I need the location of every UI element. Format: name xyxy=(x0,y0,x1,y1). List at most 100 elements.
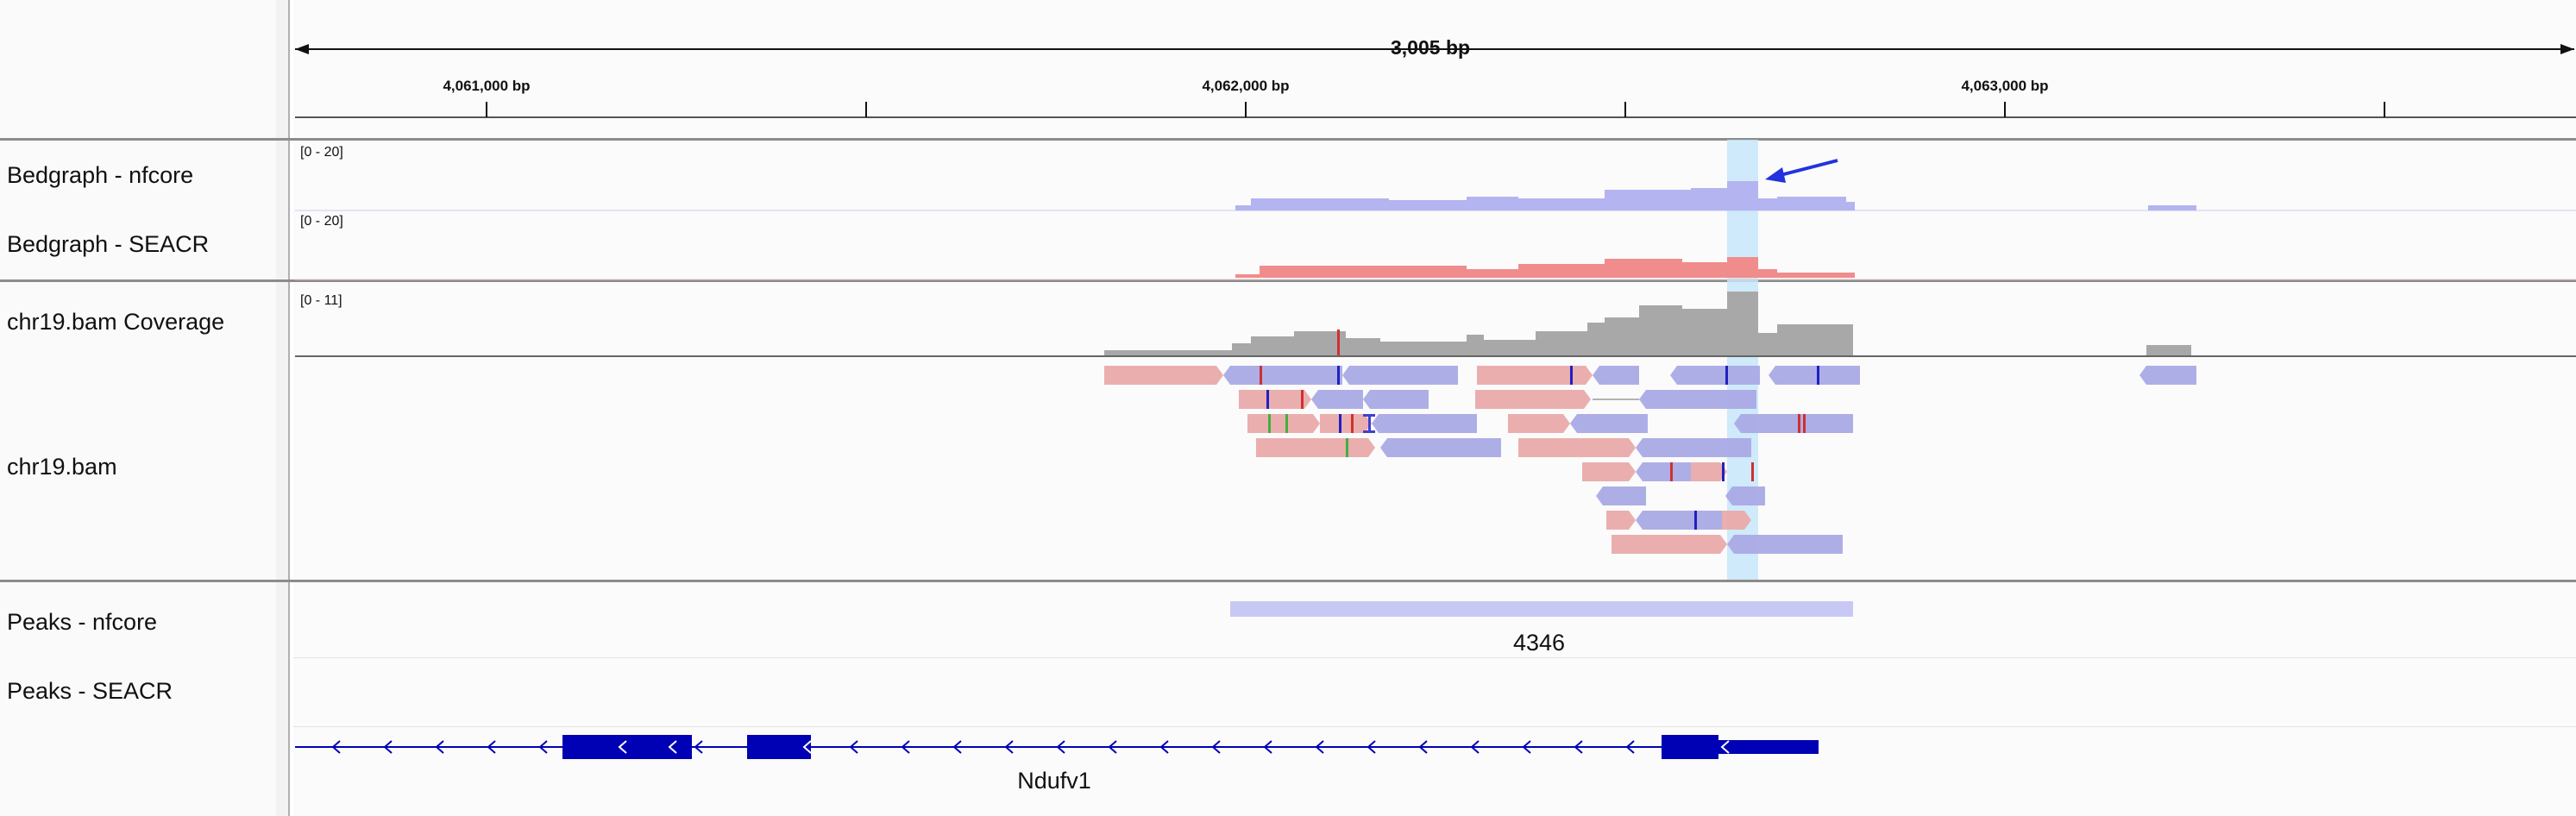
bedgraph-nfcore-bar xyxy=(1777,197,1846,210)
read-forward xyxy=(1722,511,1751,530)
gene-strand-chevron xyxy=(1367,740,1376,754)
read-mismatch xyxy=(1301,390,1304,409)
coverage-bar xyxy=(1727,292,1758,355)
gene-strand-chevron xyxy=(901,740,910,754)
read-mismatch xyxy=(1268,414,1271,433)
coverage-bar xyxy=(1605,317,1639,355)
read-mismatch xyxy=(1337,366,1340,385)
bedgraph-nfcore-bar xyxy=(1605,190,1691,210)
read-mismatch xyxy=(1722,462,1725,481)
track-name-peaks-nfcore[interactable]: Peaks - nfcore xyxy=(7,609,158,635)
read-reverse xyxy=(1725,486,1765,505)
range-label-nfcore: [0 - 20] xyxy=(300,145,343,160)
gene-strand-chevron xyxy=(487,740,496,754)
gene-strand-chevron xyxy=(1470,740,1480,754)
panel-separator-data[interactable] xyxy=(0,279,2576,282)
read-mismatch xyxy=(1339,414,1341,433)
bedgraph-nfcore-bar xyxy=(1727,181,1758,210)
read-reverse xyxy=(1636,438,1751,457)
read-reverse xyxy=(1570,414,1648,433)
read-mismatch xyxy=(1670,462,1673,481)
read-mismatch xyxy=(1803,414,1806,433)
panel-separator-alignments[interactable] xyxy=(0,580,2576,582)
bedgraph-seacr-bar xyxy=(1777,273,1855,278)
ruler-arrow-left xyxy=(295,44,309,54)
read-mismatch xyxy=(1817,366,1819,385)
read-forward xyxy=(1104,366,1223,385)
read-reverse xyxy=(1727,535,1843,554)
read-mismatch xyxy=(1751,462,1754,481)
annotation-arrow-head xyxy=(1765,167,1786,183)
gene-utr xyxy=(1718,740,1819,754)
bedgraph-seacr-bar xyxy=(1235,274,1260,278)
coverage-bar xyxy=(1104,350,1232,355)
bedgraph-seacr-bar xyxy=(1518,264,1605,278)
gene-exon xyxy=(562,735,692,759)
read-insertion-cap xyxy=(1363,430,1375,433)
track-name-alignments[interactable]: chr19.bam xyxy=(7,454,117,480)
bedgraph-nfcore-bar xyxy=(1389,200,1467,210)
gene-strand-chevron xyxy=(1159,740,1169,754)
annotation-arrow-shaft xyxy=(1776,159,1838,178)
gene-strand-chevron xyxy=(668,740,677,754)
read-forward xyxy=(1477,366,1593,385)
coverage-bar xyxy=(1251,336,1294,355)
coverage-bar xyxy=(1587,323,1605,355)
track-name-bedgraph-seacr[interactable]: Bedgraph - SEACR xyxy=(7,231,210,257)
gene-exon xyxy=(747,735,811,759)
read-reverse xyxy=(1372,414,1477,433)
read-mismatch xyxy=(1798,414,1800,433)
track-name-peaks-seacr[interactable]: Peaks - SEACR xyxy=(7,678,173,704)
bedgraph-seacr-bar xyxy=(1758,269,1777,278)
gene-strand-chevron xyxy=(331,740,341,754)
read-reverse xyxy=(1363,390,1429,409)
gene-strand-chevron xyxy=(1056,740,1065,754)
read-mismatch xyxy=(1725,366,1728,385)
read-mismatch xyxy=(1351,414,1354,433)
read-reverse xyxy=(1593,366,1639,385)
read-reverse xyxy=(1734,414,1853,433)
coverage-bar xyxy=(1777,324,1853,355)
gene-strand-chevron xyxy=(435,740,444,754)
ruler-tick-label: 4,063,000 bp xyxy=(1961,78,2049,94)
gene-strand-chevron xyxy=(383,740,393,754)
panel-divider[interactable] xyxy=(276,0,290,816)
read-forward xyxy=(1612,535,1727,554)
panel-separator-header[interactable] xyxy=(0,138,2576,141)
read-insertion xyxy=(1368,414,1371,433)
bedgraph-nfcore-bar xyxy=(2148,205,2196,210)
track-name-bedgraph-nfcore[interactable]: Bedgraph - nfcore xyxy=(7,162,194,188)
read-mismatch xyxy=(1694,511,1697,530)
coverage-bar xyxy=(1484,340,1536,355)
gene-strand-chevron xyxy=(1720,740,1730,754)
data-panel[interactable] xyxy=(293,0,2576,816)
read-forward xyxy=(1256,438,1375,457)
read-reverse xyxy=(1639,390,1756,409)
ruler-tick-label: 4,062,000 bp xyxy=(1202,78,1290,94)
read-reverse xyxy=(1769,366,1860,385)
bedgraph-nfcore-bar xyxy=(1518,198,1605,210)
read-mismatch xyxy=(1266,390,1269,409)
coverage-bar xyxy=(1467,335,1484,355)
peak-label: 4346 xyxy=(1512,630,1566,656)
bedgraph-nfcore-bar xyxy=(1758,198,1777,210)
track-separator xyxy=(293,726,2576,727)
read-forward xyxy=(1606,511,1636,530)
read-forward xyxy=(1518,438,1636,457)
bedgraph-nfcore-bar xyxy=(1251,198,1389,210)
read-forward xyxy=(1582,462,1636,481)
track-name-coverage[interactable]: chr19.bam Coverage xyxy=(7,309,225,335)
gene-strand-chevron xyxy=(952,740,962,754)
gene-strand-chevron xyxy=(802,740,812,754)
gene-strand-chevron xyxy=(1211,740,1221,754)
read-forward xyxy=(1475,390,1591,409)
coverage-bar xyxy=(1758,333,1777,355)
bedgraph-seacr-bar xyxy=(1727,257,1758,278)
gene-strand-chevron xyxy=(1315,740,1324,754)
coverage-bar xyxy=(2146,345,2191,355)
read-reverse xyxy=(1596,486,1646,505)
read-mismatch xyxy=(1570,366,1573,385)
bedgraph-seacr-bar xyxy=(1260,266,1467,278)
read-reverse xyxy=(1223,366,1342,385)
